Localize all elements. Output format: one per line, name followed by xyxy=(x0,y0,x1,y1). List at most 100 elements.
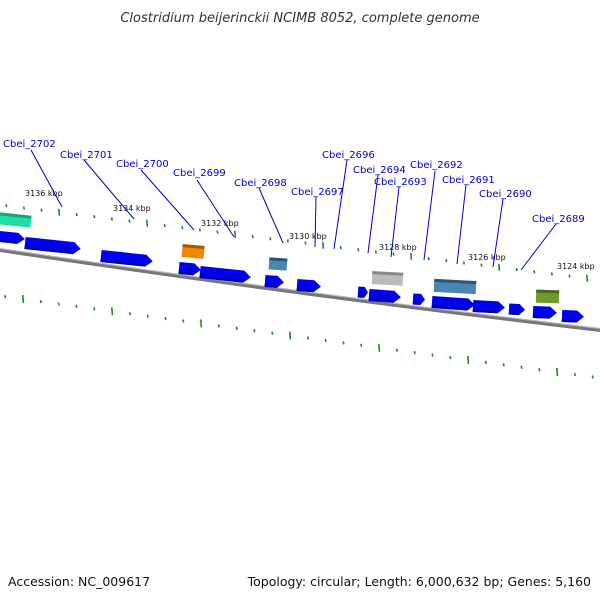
inner-tick xyxy=(182,319,185,323)
outer-tick xyxy=(286,239,289,243)
inner-tick xyxy=(591,375,594,379)
outer-tick xyxy=(462,261,465,265)
outer-tick xyxy=(586,274,589,282)
kbp-label-3130: 3130 kbp xyxy=(289,232,327,241)
inner-tick xyxy=(253,329,256,333)
inner-tick xyxy=(538,368,541,372)
olive-feature xyxy=(535,289,560,304)
gene-label-cbei-2699: Cbei_2699 xyxy=(173,168,226,179)
cds-arrow xyxy=(357,286,368,298)
outer-tick xyxy=(22,206,25,210)
outer-tick xyxy=(322,241,325,249)
gene-label-lines xyxy=(30,149,557,271)
kbp-label-3124: 3124 kbp xyxy=(557,262,595,271)
outer-tick xyxy=(40,208,43,212)
inner-tick xyxy=(271,331,274,335)
outer-tick xyxy=(445,259,448,263)
cds-arrow xyxy=(0,230,25,244)
inner-tick xyxy=(395,348,398,352)
cds-arrow xyxy=(412,293,425,305)
outer-tick xyxy=(533,270,536,274)
cds-arrow xyxy=(199,266,251,283)
kbp-label-3126: 3126 kbp xyxy=(468,253,506,262)
leader-line-cbei-2690 xyxy=(492,198,504,268)
inner-tick xyxy=(22,295,25,304)
inner-tick xyxy=(146,314,149,318)
outer-tick xyxy=(339,245,342,250)
kbp-label-3132: 3132 kbp xyxy=(201,219,239,228)
outer-tick xyxy=(498,263,501,271)
inner-tick xyxy=(360,343,363,347)
map-title: Clostridium beijerinckii NCIMB 8052, com… xyxy=(120,11,479,26)
gene-label-cbei-2700: Cbei_2700 xyxy=(116,159,169,170)
inner-tick xyxy=(57,302,60,306)
outer-tick xyxy=(357,248,360,252)
outer-tick xyxy=(515,267,518,272)
inner-tick xyxy=(39,299,42,304)
gene-label-cbei-2693: Cbei_2693 xyxy=(374,177,427,188)
gene-label-cbei-2697: Cbei_2697 xyxy=(291,187,344,198)
inner-tick xyxy=(467,355,470,364)
leader-line-cbei-2700 xyxy=(140,169,195,231)
outer-tick xyxy=(550,272,553,276)
gray-feature xyxy=(371,271,404,286)
outer-tick xyxy=(163,223,166,228)
inner-tick-ring xyxy=(4,295,594,379)
genome-summary-text: Topology: circular; Length: 6,000,632 bp… xyxy=(247,574,591,589)
inner-tick xyxy=(324,338,327,343)
leader-line-cbei-2699 xyxy=(196,179,235,238)
outer-tick xyxy=(198,228,201,232)
inner-tick xyxy=(200,319,203,328)
outer-tick xyxy=(251,234,254,239)
inner-tick xyxy=(449,355,452,360)
gene-label-cbei-2702: Cbei_2702 xyxy=(3,139,56,150)
feature-blocks xyxy=(0,211,560,304)
inner-tick xyxy=(164,316,167,321)
gene-label-cbei-2698: Cbei_2698 xyxy=(234,178,287,189)
inner-tick xyxy=(520,365,523,369)
leader-line-cbei-2701 xyxy=(83,159,135,220)
inner-tick xyxy=(502,363,505,367)
outer-tick-ring xyxy=(5,204,589,282)
outer-tick xyxy=(128,219,131,223)
cds-arrow xyxy=(472,300,505,314)
inner-tick xyxy=(378,343,381,352)
inner-tick xyxy=(235,326,238,330)
inner-tick xyxy=(217,324,220,328)
leader-line-cbei-2702 xyxy=(30,149,63,208)
outer-tick xyxy=(374,250,377,254)
cds-arrow-track xyxy=(0,230,584,323)
inner-tick xyxy=(93,307,96,311)
leader-line-cbei-2698 xyxy=(258,187,284,244)
leader-line-cbei-2696 xyxy=(333,159,348,250)
gene-label-cbei-2690: Cbei_2690 xyxy=(479,189,532,200)
inner-tick xyxy=(573,372,576,377)
inner-tick xyxy=(75,304,78,309)
outer-tick xyxy=(410,252,413,260)
inner-tick xyxy=(111,307,114,316)
gene-label-cbei-2689: Cbei_2689 xyxy=(532,214,585,225)
inner-tick xyxy=(431,353,434,357)
outer-tick xyxy=(58,208,61,216)
cds-arrow xyxy=(431,296,475,311)
outer-tick xyxy=(110,217,113,221)
leader-line-cbei-2689 xyxy=(520,223,557,271)
leader-line-cbei-2694 xyxy=(367,174,379,254)
inner-tick xyxy=(289,331,292,340)
leader-line-cbei-2693 xyxy=(390,186,400,258)
outer-tick xyxy=(269,237,272,241)
outer-tick xyxy=(234,230,237,238)
gene-label-cbei-2692: Cbei_2692 xyxy=(410,160,463,171)
inner-tick xyxy=(342,341,345,345)
kbp-label-3128: 3128 kbp xyxy=(379,243,417,252)
outer-tick xyxy=(216,230,219,234)
cds-arrow xyxy=(532,306,557,319)
leader-line-cbei-2692 xyxy=(423,170,436,261)
cds-arrow xyxy=(508,303,525,316)
outer-tick xyxy=(75,212,78,217)
inner-tick xyxy=(4,295,7,299)
leader-line-cbei-2697 xyxy=(314,196,317,248)
cds-arrow xyxy=(100,250,153,267)
cds-arrow xyxy=(296,279,321,293)
